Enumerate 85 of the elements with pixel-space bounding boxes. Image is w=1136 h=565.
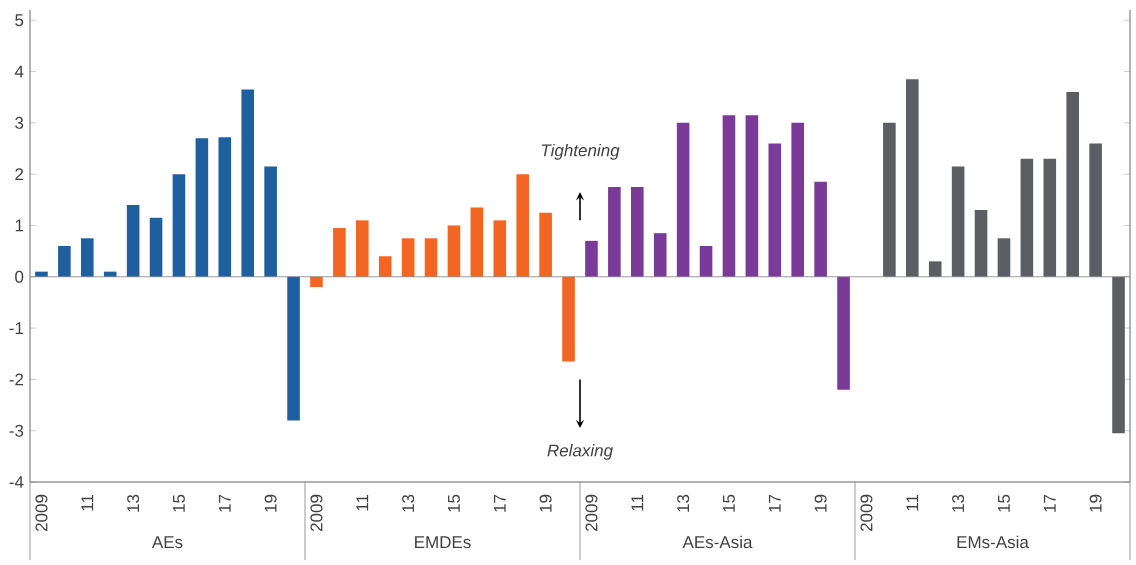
bar <box>58 245 71 277</box>
bar <box>676 122 690 277</box>
x-tick-label: 17 <box>1043 494 1056 512</box>
bar <box>722 115 736 277</box>
x-tick-label: 17 <box>493 494 506 512</box>
bar <box>241 89 255 277</box>
bar <box>539 212 552 277</box>
bar <box>355 220 369 277</box>
bar <box>905 79 919 277</box>
x-tick-label: 2009 <box>860 494 873 532</box>
x-tick-label: 11 <box>81 494 94 511</box>
bar <box>1043 158 1057 277</box>
bar <box>333 228 346 277</box>
y-tick-label: -1 <box>9 322 24 334</box>
bar <box>1020 158 1034 277</box>
bar <box>195 138 209 277</box>
x-tick-label: 11 <box>631 494 644 511</box>
x-tick-label: 13 <box>127 494 140 512</box>
bar <box>768 143 782 277</box>
x-tick-label: 15 <box>173 494 185 512</box>
x-tick-label: 17 <box>768 494 781 512</box>
text: EMs-Asia <box>957 535 1029 549</box>
bar <box>745 115 759 277</box>
bar <box>883 122 896 277</box>
annotation: Tightening <box>541 143 620 160</box>
y-tick-label: 3 <box>15 116 24 129</box>
bar <box>1066 92 1080 277</box>
bar <box>218 137 232 277</box>
x-tick-label: 11 <box>906 494 919 511</box>
bar <box>928 261 942 277</box>
x-tick-label: 2009 <box>35 494 48 532</box>
bar <box>378 256 392 277</box>
x-tick-label: 13 <box>952 494 965 512</box>
bar <box>310 276 323 288</box>
bar <box>287 276 300 421</box>
x-tick-label: 2009 <box>585 494 598 532</box>
y-tick-label: -3 <box>9 424 24 437</box>
y-tick-label: 0 <box>15 270 24 283</box>
x-tick-label: 15 <box>998 494 1010 512</box>
x-tick-label: 15 <box>448 494 460 512</box>
bar <box>516 174 530 277</box>
bar <box>126 204 140 277</box>
bar <box>631 186 644 277</box>
x-tick-label: 19 <box>1089 494 1102 512</box>
bar <box>997 238 1011 277</box>
text: EMDEs <box>415 536 471 549</box>
bar <box>791 122 805 277</box>
bar <box>172 174 186 277</box>
bar <box>424 238 438 277</box>
text: AEs <box>151 536 183 549</box>
bar <box>699 245 713 277</box>
bar <box>447 225 461 277</box>
bar <box>401 238 415 277</box>
bar <box>653 233 667 277</box>
bar <box>470 207 484 277</box>
x-tick-label: 13 <box>677 494 690 512</box>
x-tick-label: 2009 <box>310 494 323 532</box>
bar <box>585 240 598 277</box>
x-tick-label: 19 <box>539 494 552 512</box>
x-tick-label: 13 <box>402 494 415 512</box>
bar <box>562 276 575 362</box>
bar <box>814 181 827 277</box>
bar <box>1112 276 1125 434</box>
y-tick-label: -4 <box>9 476 24 488</box>
y-tick-label: 2 <box>15 168 24 181</box>
y-tick-label: 4 <box>14 65 24 78</box>
text: AEs-Asia <box>682 535 753 549</box>
bar <box>974 210 988 277</box>
bar <box>493 220 507 277</box>
y-tick-label: -2 <box>9 373 24 386</box>
bar <box>837 276 850 390</box>
y-tick-label: 1 <box>15 219 24 232</box>
bar <box>80 238 94 277</box>
x-tick-label: 19 <box>264 494 277 512</box>
bar <box>951 166 965 277</box>
bar <box>608 186 621 277</box>
bar <box>1089 143 1102 277</box>
x-tick-label: 11 <box>356 494 369 511</box>
x-tick-label: 17 <box>218 494 231 512</box>
x-tick-label: 19 <box>814 494 827 512</box>
annotation: Relaxing <box>547 444 613 460</box>
bar <box>264 166 277 277</box>
y-tick-label: 5 <box>15 14 24 27</box>
x-tick-label: 15 <box>723 494 735 512</box>
bar <box>149 217 163 277</box>
